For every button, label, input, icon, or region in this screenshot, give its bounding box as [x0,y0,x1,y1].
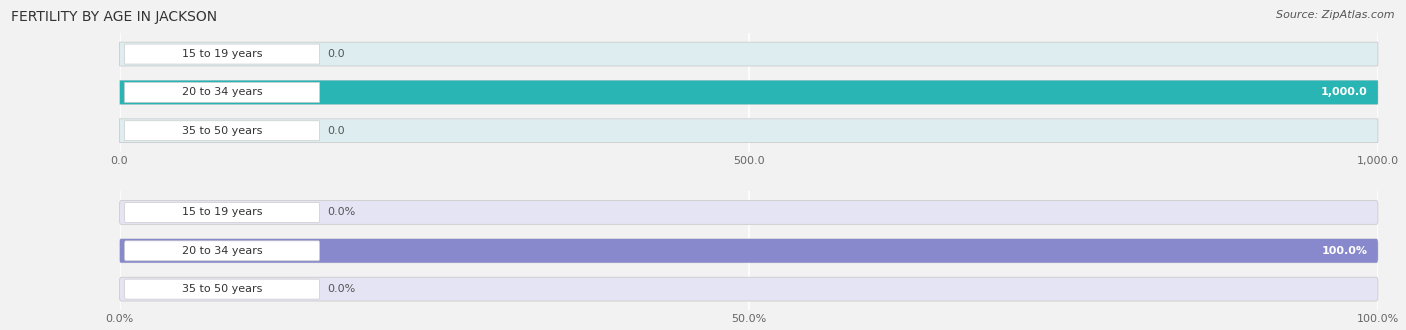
FancyBboxPatch shape [120,81,1378,104]
Text: 0.0: 0.0 [328,126,344,136]
FancyBboxPatch shape [125,241,319,261]
Text: 35 to 50 years: 35 to 50 years [181,126,263,136]
FancyBboxPatch shape [125,121,319,141]
Text: 0.0: 0.0 [328,49,344,59]
FancyBboxPatch shape [120,239,1378,263]
FancyBboxPatch shape [120,239,1378,263]
FancyBboxPatch shape [120,201,1378,224]
FancyBboxPatch shape [125,279,319,299]
Text: FERTILITY BY AGE IN JACKSON: FERTILITY BY AGE IN JACKSON [11,10,218,24]
FancyBboxPatch shape [125,44,319,64]
Text: 15 to 19 years: 15 to 19 years [181,49,263,59]
Text: Source: ZipAtlas.com: Source: ZipAtlas.com [1277,10,1395,20]
FancyBboxPatch shape [120,119,1378,143]
Text: 20 to 34 years: 20 to 34 years [181,87,263,97]
Text: 1,000.0: 1,000.0 [1322,87,1368,97]
FancyBboxPatch shape [120,277,1378,301]
Text: 100.0%: 100.0% [1322,246,1368,256]
FancyBboxPatch shape [120,42,1378,66]
FancyBboxPatch shape [125,82,319,102]
Text: 15 to 19 years: 15 to 19 years [181,208,263,217]
Text: 35 to 50 years: 35 to 50 years [181,284,263,294]
Text: 0.0%: 0.0% [328,208,356,217]
FancyBboxPatch shape [120,81,1378,104]
Text: 0.0%: 0.0% [328,284,356,294]
FancyBboxPatch shape [125,203,319,222]
Text: 20 to 34 years: 20 to 34 years [181,246,263,256]
